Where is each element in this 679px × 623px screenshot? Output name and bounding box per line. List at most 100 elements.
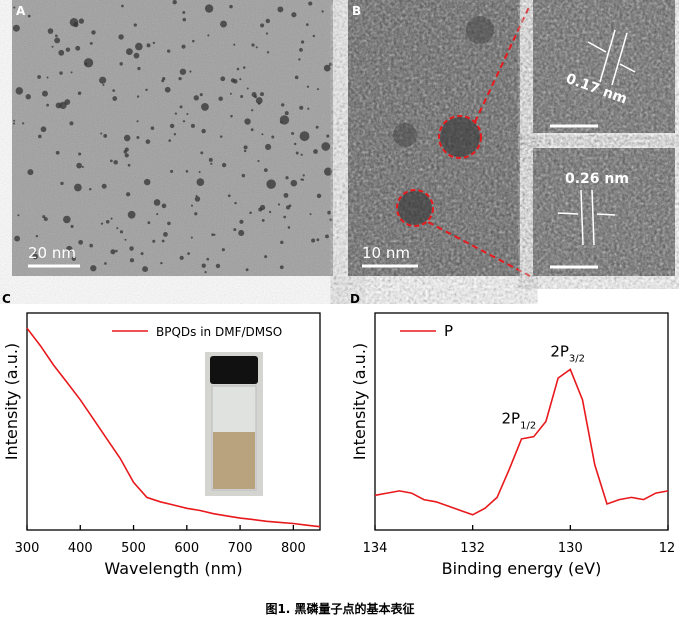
y-axis-label: Intensity (a.u.) (350, 343, 369, 460)
nanoparticle (299, 131, 310, 142)
nanoparticle (187, 252, 190, 255)
nanoparticle (199, 93, 203, 97)
nanoparticle (178, 77, 182, 81)
nanoparticle (145, 139, 151, 144)
panel-label: C (2, 292, 11, 306)
nanoparticle (174, 112, 178, 115)
nanoparticle (279, 265, 284, 270)
nanoparticle (201, 128, 206, 134)
nanoparticle (66, 245, 73, 253)
annotation-sub: 3/2 (569, 353, 585, 364)
nanoparticle (243, 145, 248, 150)
nanoparticle (240, 95, 244, 99)
nanoparticle (145, 88, 148, 92)
data-line (26, 327, 321, 528)
annotation-main: 2P (502, 410, 521, 428)
nanoparticle (242, 66, 246, 69)
nanoparticle (298, 58, 301, 61)
nanoparticle (161, 203, 167, 209)
nanoparticle (287, 226, 291, 229)
nanoparticle (211, 233, 214, 237)
nanoparticle (277, 203, 281, 206)
nanoparticle (166, 49, 171, 53)
nanoparticle (152, 239, 156, 243)
nanoparticle (293, 142, 297, 146)
nanoparticle (312, 34, 316, 38)
x-tick-label: 300 (15, 541, 40, 556)
nanoparticle (207, 34, 210, 37)
lattice-markers (557, 189, 616, 246)
scale-text: 10 nm (362, 244, 410, 262)
nanoparticle (264, 255, 268, 259)
nanoparticle (309, 213, 312, 216)
nanoparticle (308, 1, 313, 6)
nanoparticle (12, 24, 20, 32)
nanoparticle (105, 219, 110, 224)
vial-photo (205, 352, 263, 496)
nanoparticle (121, 4, 124, 8)
nanoparticle (316, 88, 320, 91)
nanoparticle (305, 23, 309, 26)
nanoparticle (210, 162, 213, 165)
nanoparticle (14, 235, 21, 242)
panel-label: D (350, 292, 360, 306)
nanoparticle (283, 215, 287, 219)
nanoparticle (259, 204, 266, 211)
highlight-circle (438, 115, 482, 159)
x-tick-label: 800 (281, 541, 306, 556)
nanoparticle (323, 64, 331, 72)
nanoparticle (299, 105, 304, 110)
nanoparticle (147, 221, 151, 225)
nanoparticle (47, 28, 54, 34)
nanoparticle (313, 149, 318, 154)
nanoparticle (102, 83, 105, 87)
nanoparticle (90, 265, 97, 272)
nanoparticle (291, 131, 295, 135)
x-tick-label: 134 (363, 541, 388, 556)
nanoparticle (13, 6, 16, 9)
nanoparticle (167, 221, 171, 226)
nanoparticle (294, 75, 299, 80)
peak-annotation: 2P1/2 (502, 410, 537, 432)
nanoparticle (119, 62, 123, 66)
nanoparticle (323, 167, 333, 176)
nanoparticle (136, 95, 140, 98)
plot-frame (374, 312, 669, 531)
nanoparticle (268, 210, 272, 214)
data-line (374, 368, 669, 516)
nanoparticle (127, 163, 131, 167)
nanoparticle (65, 47, 71, 52)
nanoparticle (200, 151, 204, 155)
nanoparticle (46, 103, 49, 107)
plot-frame (26, 312, 321, 531)
nanoparticle (229, 92, 232, 95)
nanoparticle (112, 96, 118, 101)
nanoparticle (27, 14, 31, 18)
nanoparticle (238, 229, 245, 237)
peak-annotation: 2P3/2 (550, 342, 585, 364)
panel-label: A (16, 4, 26, 18)
nanoparticle (22, 122, 25, 125)
nanoparticle (250, 128, 254, 132)
nanoparticle (206, 257, 210, 261)
nanoparticle (33, 250, 37, 254)
lattice-markers (587, 29, 636, 86)
nanoparticle (42, 215, 46, 219)
nanoparticle (124, 238, 127, 241)
nanoparticle (260, 23, 265, 28)
nanoparticle (99, 76, 107, 84)
nanoparticle (261, 218, 265, 222)
nanoparticle (43, 217, 48, 222)
nanoparticle (15, 87, 24, 95)
nanoparticle (119, 230, 124, 234)
nanoparticle (150, 126, 155, 130)
nanoparticle (133, 23, 137, 27)
nanoparticle (161, 79, 165, 83)
nanoparticle (140, 252, 144, 256)
nanoparticle (265, 18, 271, 24)
nanoparticle (137, 66, 141, 71)
nanoparticle (103, 134, 108, 138)
nanoparticle (146, 43, 151, 48)
x-axis-label: Binding energy (eV) (442, 559, 602, 578)
nanoparticle (186, 112, 189, 116)
